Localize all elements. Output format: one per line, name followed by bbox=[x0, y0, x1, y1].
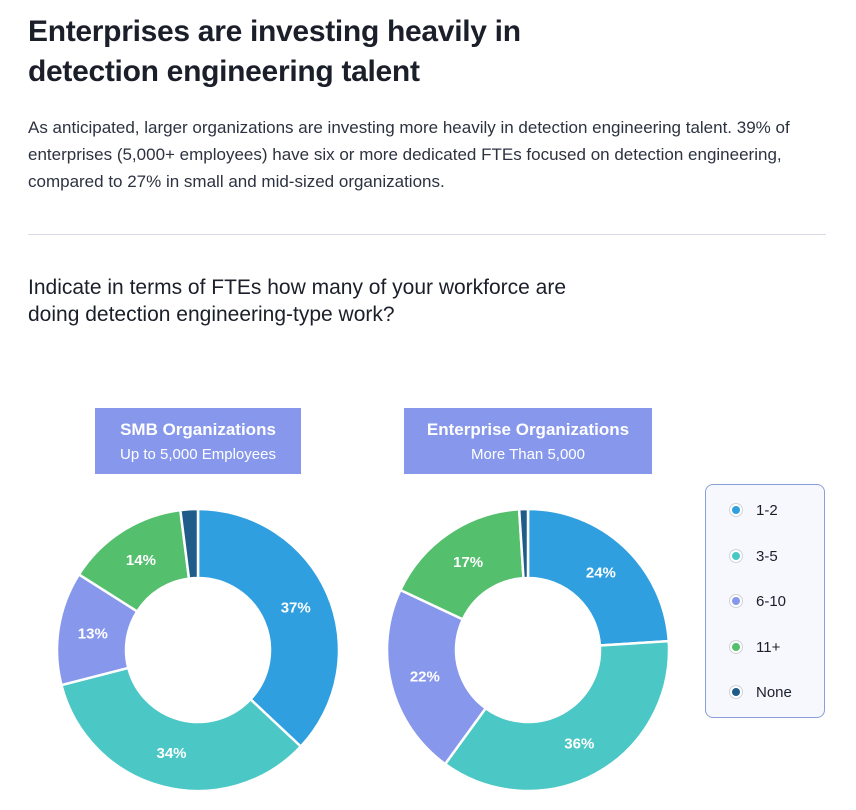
enterprise-data-label-6-10: 22% bbox=[410, 668, 440, 685]
legend-item-1-2[interactable]: 1-2 bbox=[730, 499, 778, 521]
enterprise-donut-chart: 24% 36% 22% 17% bbox=[385, 507, 671, 793]
smb-slice-none[interactable] bbox=[178, 507, 200, 580]
page-title: Enterprises are investing heavily in det… bbox=[28, 15, 521, 88]
legend-label: None bbox=[756, 683, 792, 701]
legend-label: 11+ bbox=[756, 638, 781, 656]
enterprise-chart-title: Enterprise Organizations bbox=[426, 420, 630, 439]
smb-data-label-3-5: 34% bbox=[156, 745, 186, 762]
section-divider bbox=[28, 234, 826, 235]
enterprise-slice-none[interactable] bbox=[517, 507, 530, 580]
chart-legend: 1-2 3-5 6-10 11+ None bbox=[705, 484, 825, 718]
intro-paragraph: As anticipated, larger organizations are… bbox=[28, 118, 790, 191]
enterprise-slice-1-2[interactable] bbox=[526, 507, 671, 647]
legend-label: 6-10 bbox=[756, 592, 787, 610]
legend-swatch-none bbox=[730, 686, 742, 698]
enterprise-data-label-1-2: 24% bbox=[586, 564, 616, 581]
legend-swatch-6-10 bbox=[730, 595, 742, 607]
smb-slice-3-5[interactable] bbox=[59, 666, 303, 793]
enterprise-data-label-11-plus: 17% bbox=[453, 554, 483, 571]
legend-swatch-3-5 bbox=[730, 550, 742, 562]
smb-data-label-11-plus: 14% bbox=[126, 552, 156, 569]
enterprise-chart-subtitle: More Than 5,000 bbox=[471, 446, 585, 463]
legend-item-6-10[interactable]: 6-10 bbox=[730, 590, 786, 612]
enterprise-slice-3-5[interactable] bbox=[443, 639, 671, 793]
enterprise-data-label-3-5: 36% bbox=[564, 735, 594, 752]
smb-donut-chart: 37% 34% 13% 14% bbox=[55, 507, 341, 793]
legend-label: 1-2 bbox=[756, 501, 778, 519]
legend-swatch-1-2 bbox=[730, 504, 742, 516]
smb-chart-title: SMB Organizations bbox=[120, 420, 276, 439]
legend-item-none[interactable]: None bbox=[730, 681, 792, 703]
survey-question: Indicate in terms of FTEs how many of yo… bbox=[28, 276, 567, 326]
smb-data-label-6-10: 13% bbox=[78, 625, 108, 642]
smb-chart-subtitle: Up to 5,000 Employees bbox=[120, 446, 276, 463]
legend-item-3-5[interactable]: 3-5 bbox=[730, 545, 778, 567]
legend-label: 3-5 bbox=[756, 547, 778, 565]
legend-swatch-11-plus bbox=[730, 641, 742, 653]
smb-data-label-1-2: 37% bbox=[281, 600, 311, 617]
smb-header-box: SMB Organizations Up to 5,000 Employees bbox=[95, 408, 301, 474]
enterprise-slice-11-plus[interactable] bbox=[398, 507, 525, 622]
smb-slice-1-2[interactable] bbox=[196, 507, 341, 749]
enterprise-header-box: Enterprise Organizations More Than 5,000 bbox=[404, 408, 652, 474]
legend-item-11-plus[interactable]: 11+ bbox=[730, 636, 780, 658]
enterprise-slice-6-10[interactable] bbox=[385, 588, 488, 766]
